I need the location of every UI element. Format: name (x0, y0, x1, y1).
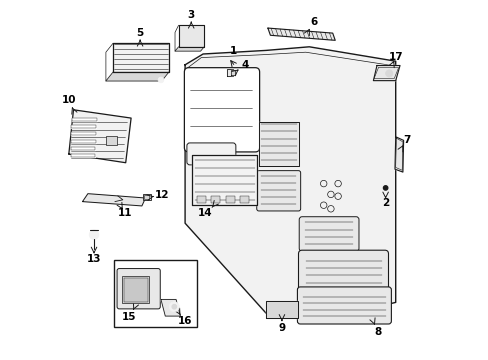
Circle shape (169, 302, 179, 312)
Circle shape (172, 305, 176, 309)
FancyBboxPatch shape (186, 143, 235, 165)
Text: 1: 1 (229, 46, 236, 56)
FancyBboxPatch shape (123, 278, 147, 302)
Text: 13: 13 (86, 254, 101, 264)
Polygon shape (258, 122, 298, 166)
Polygon shape (185, 47, 395, 317)
Circle shape (379, 182, 390, 194)
Text: 6: 6 (310, 17, 317, 27)
Text: 5: 5 (136, 28, 143, 38)
Polygon shape (71, 154, 95, 157)
Bar (197, 196, 205, 203)
Polygon shape (113, 43, 168, 72)
Polygon shape (106, 72, 168, 81)
Polygon shape (161, 300, 180, 316)
Text: 15: 15 (121, 312, 136, 322)
Polygon shape (69, 110, 131, 163)
Bar (211, 196, 220, 203)
Text: 14: 14 (198, 208, 212, 218)
FancyBboxPatch shape (106, 136, 117, 145)
Polygon shape (175, 47, 204, 51)
Polygon shape (71, 132, 96, 135)
Text: 11: 11 (118, 208, 132, 218)
Bar (240, 196, 249, 203)
Circle shape (385, 70, 392, 77)
Text: 9: 9 (278, 323, 285, 333)
FancyBboxPatch shape (184, 68, 259, 152)
Text: 4: 4 (242, 60, 249, 70)
Polygon shape (267, 28, 335, 40)
FancyBboxPatch shape (297, 287, 390, 324)
FancyBboxPatch shape (117, 269, 160, 309)
Polygon shape (82, 194, 145, 206)
Polygon shape (300, 290, 387, 321)
Text: 10: 10 (61, 95, 76, 105)
Polygon shape (71, 147, 95, 150)
Polygon shape (178, 25, 204, 47)
Text: 3: 3 (187, 10, 194, 20)
Text: 17: 17 (388, 52, 403, 62)
Text: 2: 2 (381, 198, 388, 208)
Polygon shape (373, 66, 399, 81)
Circle shape (158, 77, 163, 83)
Polygon shape (230, 70, 235, 75)
Bar (144, 195, 149, 199)
FancyBboxPatch shape (299, 217, 358, 251)
Circle shape (89, 230, 99, 239)
Polygon shape (394, 137, 403, 172)
Circle shape (383, 186, 387, 190)
Text: 12: 12 (154, 190, 169, 200)
FancyBboxPatch shape (256, 171, 300, 211)
Bar (142, 194, 151, 200)
Polygon shape (192, 155, 257, 205)
Text: 8: 8 (374, 327, 381, 337)
FancyBboxPatch shape (298, 250, 387, 292)
Polygon shape (71, 140, 96, 143)
Bar (225, 196, 234, 203)
Polygon shape (71, 118, 97, 121)
Bar (114, 260, 197, 327)
Text: 7: 7 (402, 135, 409, 145)
Polygon shape (227, 69, 232, 76)
Polygon shape (71, 125, 96, 128)
Text: 16: 16 (178, 316, 192, 326)
Polygon shape (265, 301, 297, 318)
Polygon shape (188, 72, 255, 148)
FancyBboxPatch shape (122, 276, 149, 303)
